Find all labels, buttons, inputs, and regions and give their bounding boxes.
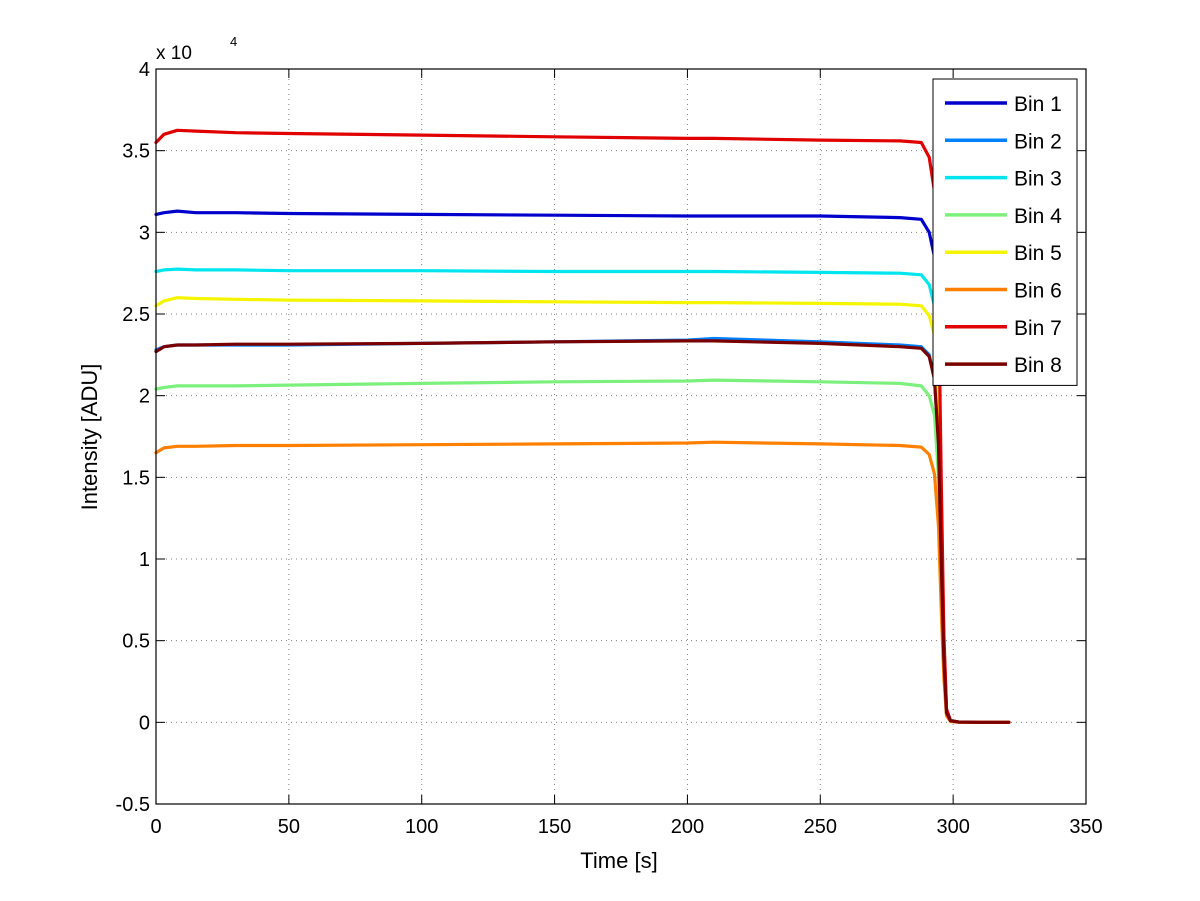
legend-box [932,78,1078,386]
legend: Bin 1 Bin 2 Bin 3 Bin 4 Bin 5 Bin 6 Bin 7 Bin 8 [932,78,1078,386]
plot-area [156,69,1086,804]
axis-ticks [155,68,1087,805]
y-tick-label: 0 [139,712,150,734]
x-tick-label: 50 [278,816,300,838]
legend-label: Bin 1 [1014,93,1062,116]
y-tick-label: 1.5 [122,467,150,489]
x-axis-title: Time [s] [580,848,657,873]
legend-label: Bin 8 [1014,354,1062,377]
x-tick-label: 200 [671,816,704,838]
legend-label: Bin 6 [1014,280,1062,303]
y-tick-label: 2 [139,386,150,408]
y-tick-label: 3.5 [122,141,150,163]
legend-label: Bin 2 [1014,130,1062,153]
legend-label: Bin 5 [1014,242,1062,265]
y-tick-label: 3 [139,222,150,244]
y-tick-label: 0.5 [122,631,150,653]
axis-tick-labels: 0 50 100 150 200 250 300 350-0.500.511.522.533.… [116,59,1103,838]
y-tick-label: -0.5 [116,794,150,816]
x-tick-label: 250 [804,816,837,838]
x-tick-label: 100 [405,816,438,838]
y-tick-label: 2.5 [122,304,150,326]
x-tick-label: 150 [538,816,571,838]
legend-label: Bin 3 [1014,168,1062,191]
legend-label: Bin 4 [1014,205,1062,228]
series-line-bin-8 [154,339,1011,724]
y-axis-title: Intensity [ADU] [77,364,102,511]
y-exponent-label: x 10 [156,43,192,64]
y-exponent-superscript: 4 [230,34,237,49]
y-tick-label: 1 [139,549,150,571]
x-tick-label: 350 [1069,816,1102,838]
x-tick-label: 0 [150,816,161,838]
legend-label: Bin 7 [1014,317,1062,340]
series-lines [154,128,1011,724]
y-tick-label: 4 [139,59,150,81]
plot-frame [155,68,1087,805]
grid-lines [156,69,1086,804]
x-tick-label: 300 [936,816,969,838]
